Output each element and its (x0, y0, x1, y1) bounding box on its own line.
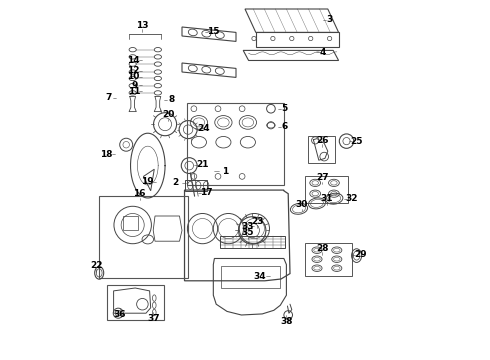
Text: 15: 15 (207, 27, 220, 36)
Text: 29: 29 (354, 250, 367, 259)
Text: 31: 31 (321, 194, 333, 203)
Bar (305, 176, 348, 203)
Text: 1: 1 (222, 166, 228, 176)
Text: 17: 17 (200, 188, 213, 197)
Text: 28: 28 (316, 243, 329, 253)
Text: 5: 5 (281, 104, 288, 113)
Text: 34: 34 (254, 272, 267, 281)
Bar (107, 285, 164, 320)
Bar (305, 243, 352, 276)
Bar (308, 136, 335, 163)
Text: 18: 18 (100, 150, 113, 159)
Text: 8: 8 (169, 95, 175, 104)
Text: 25: 25 (350, 137, 363, 146)
Text: 37: 37 (147, 314, 160, 323)
Text: 32: 32 (345, 194, 358, 203)
Text: 23: 23 (251, 217, 264, 225)
Text: 22: 22 (90, 261, 102, 270)
Text: 2: 2 (172, 179, 179, 188)
Text: 19: 19 (142, 177, 154, 186)
Text: 35: 35 (242, 229, 254, 238)
Text: 14: 14 (127, 56, 140, 65)
Text: 16: 16 (133, 189, 146, 198)
Text: 33: 33 (241, 222, 254, 231)
Text: 13: 13 (136, 21, 148, 30)
Bar (187, 103, 284, 185)
Text: 9: 9 (131, 81, 138, 90)
Text: 20: 20 (162, 111, 174, 120)
Text: 30: 30 (295, 200, 308, 210)
Text: 11: 11 (128, 87, 141, 96)
Text: 10: 10 (127, 72, 140, 81)
Text: 38: 38 (280, 317, 293, 326)
Text: 27: 27 (316, 174, 329, 183)
Bar (122, 216, 138, 230)
Text: 12: 12 (127, 67, 140, 76)
Text: 36: 36 (114, 310, 126, 319)
Text: 26: 26 (316, 136, 329, 145)
Bar (99, 196, 189, 278)
Text: 6: 6 (281, 122, 288, 131)
Text: 21: 21 (196, 161, 209, 170)
Text: 7: 7 (105, 94, 111, 103)
Text: 24: 24 (197, 125, 210, 134)
Text: 3: 3 (327, 15, 333, 24)
Text: 4: 4 (319, 48, 326, 57)
